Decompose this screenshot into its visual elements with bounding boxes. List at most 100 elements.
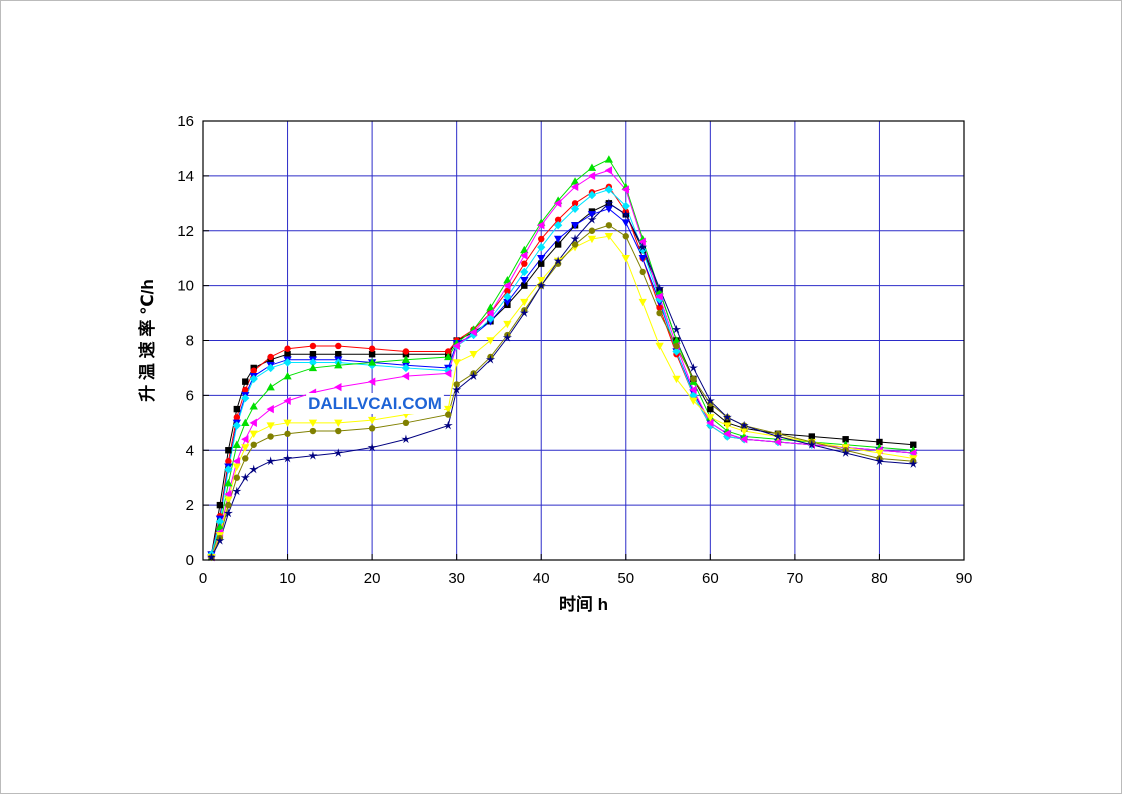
ticks: 0 10 20 30 40 50 60 70 80 90 0 2 4 6 8 10 12 14 16 bbox=[177, 113, 972, 587]
data-point bbox=[656, 304, 663, 311]
data-point bbox=[773, 437, 782, 447]
data-point bbox=[232, 457, 241, 466]
data-point bbox=[368, 351, 376, 358]
data-point bbox=[876, 438, 883, 446]
data-point bbox=[503, 281, 511, 290]
data-point bbox=[283, 419, 292, 427]
data-point bbox=[241, 444, 250, 452]
data-point bbox=[690, 375, 697, 383]
data-point bbox=[875, 449, 884, 458]
data-point bbox=[689, 385, 697, 395]
x-tick-label: 80 bbox=[871, 570, 888, 587]
data-point bbox=[308, 450, 318, 460]
data-point bbox=[621, 209, 631, 219]
data-point bbox=[233, 405, 241, 413]
x-tick-label: 20 bbox=[364, 570, 381, 587]
data-point bbox=[706, 414, 715, 422]
data-point bbox=[283, 372, 292, 380]
y-axis-label: 升 温 速 率 ℃/h bbox=[137, 279, 157, 402]
data-point bbox=[689, 397, 698, 406]
data-point bbox=[241, 393, 250, 403]
data-point bbox=[638, 242, 648, 252]
data-point bbox=[554, 241, 562, 248]
data-point bbox=[722, 412, 732, 422]
data-point bbox=[402, 348, 410, 355]
data-point bbox=[570, 234, 580, 243]
data-point bbox=[570, 222, 580, 230]
data-point bbox=[250, 367, 257, 374]
data-point bbox=[368, 425, 376, 432]
data-point bbox=[232, 440, 241, 448]
data-point bbox=[223, 508, 233, 518]
data-point bbox=[655, 342, 664, 351]
data-point bbox=[266, 456, 276, 466]
data-point bbox=[604, 198, 614, 208]
data-point bbox=[553, 256, 563, 265]
data-point bbox=[537, 243, 546, 252]
data-point bbox=[309, 351, 317, 358]
data-point bbox=[401, 355, 411, 363]
data-point bbox=[538, 260, 545, 267]
x-tick-label: 50 bbox=[617, 570, 634, 587]
data-point bbox=[367, 377, 376, 386]
data-point bbox=[739, 427, 749, 436]
data-point bbox=[521, 282, 528, 289]
watermark-background bbox=[306, 393, 444, 414]
data-point bbox=[688, 363, 698, 372]
data-point bbox=[335, 342, 342, 350]
data-point bbox=[225, 458, 232, 465]
data-point bbox=[638, 298, 647, 307]
data-point bbox=[537, 276, 546, 285]
data-point bbox=[503, 320, 512, 329]
data-point bbox=[587, 190, 597, 200]
data-point bbox=[249, 374, 258, 384]
series-line bbox=[210, 235, 914, 558]
x-tick-label: 40 bbox=[533, 570, 550, 587]
data-point bbox=[445, 348, 452, 355]
x-tick-label: 70 bbox=[787, 570, 804, 587]
data-point bbox=[333, 448, 343, 457]
data-point bbox=[469, 371, 479, 381]
data-point bbox=[452, 359, 461, 367]
data-point bbox=[656, 309, 663, 317]
data-point bbox=[655, 292, 663, 301]
data-point bbox=[504, 287, 511, 295]
data-point bbox=[537, 221, 545, 230]
y-tick-label: 12 bbox=[177, 223, 194, 240]
data-point bbox=[367, 416, 377, 425]
y-tick-label: 6 bbox=[186, 387, 194, 404]
data-point bbox=[266, 382, 275, 391]
data-point bbox=[622, 233, 629, 240]
data-point bbox=[874, 456, 885, 466]
data-point bbox=[335, 351, 342, 358]
data-point bbox=[739, 435, 748, 444]
data-point bbox=[621, 219, 630, 227]
data-point bbox=[232, 421, 241, 430]
data-point bbox=[723, 422, 732, 430]
data-point bbox=[538, 235, 545, 243]
data-point bbox=[587, 211, 597, 219]
data-point bbox=[249, 402, 258, 410]
data-point bbox=[224, 465, 233, 474]
data-point bbox=[536, 280, 546, 290]
data-point bbox=[486, 314, 495, 323]
y-tick-label: 4 bbox=[186, 442, 194, 459]
data-point bbox=[225, 447, 232, 454]
data-point bbox=[570, 177, 580, 185]
data-point bbox=[570, 182, 579, 192]
x-tick-label: 90 bbox=[956, 570, 973, 587]
data-point bbox=[486, 308, 494, 318]
data-point bbox=[588, 227, 596, 234]
data-point bbox=[655, 283, 665, 293]
data-point bbox=[908, 459, 918, 468]
data-point bbox=[283, 396, 291, 406]
data-point bbox=[250, 441, 257, 448]
data-point bbox=[469, 351, 478, 359]
data-point bbox=[249, 430, 258, 438]
data-point bbox=[672, 375, 681, 384]
data-point bbox=[503, 298, 512, 307]
data-point bbox=[469, 328, 477, 337]
data-point bbox=[224, 479, 233, 487]
